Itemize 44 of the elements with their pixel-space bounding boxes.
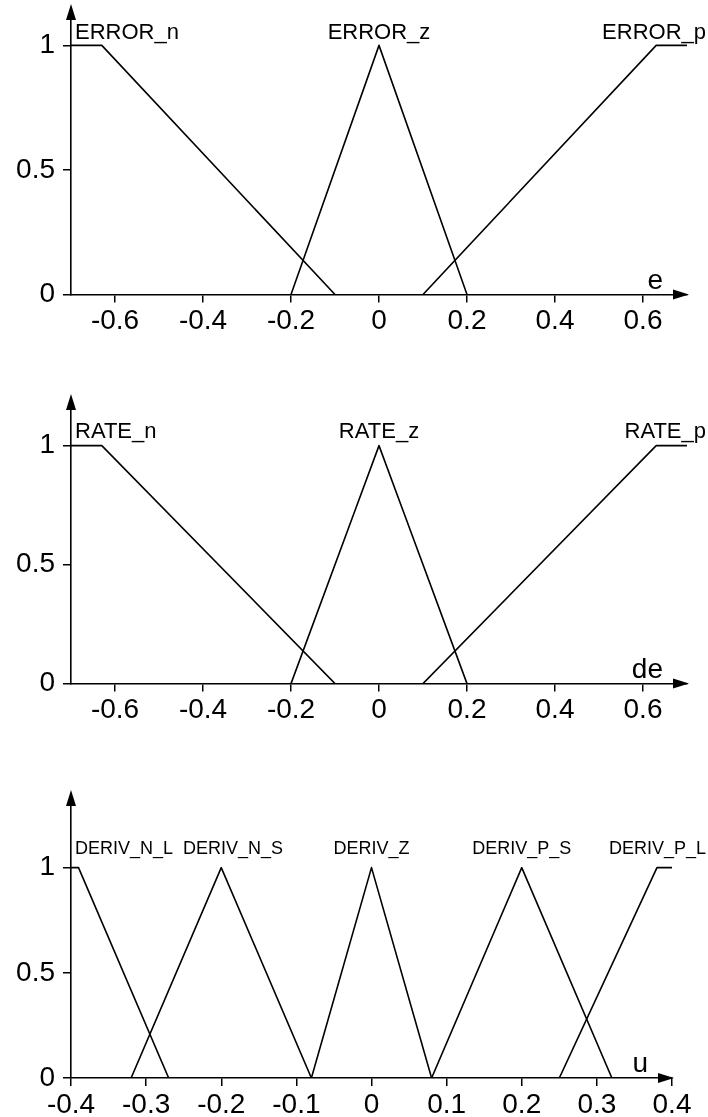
- x-tick-label: 0.3: [577, 1087, 617, 1117]
- x-tick-label: 0: [371, 693, 387, 725]
- legend-label: ERROR_n: [75, 19, 179, 45]
- x-tick-label: -0.2: [197, 1087, 246, 1117]
- x-tick-label: -0.4: [178, 304, 228, 336]
- x-tick-label: 0.2: [502, 1087, 542, 1117]
- x-tick-label: 0.1: [427, 1087, 467, 1117]
- x-tick-label: -0.1: [272, 1087, 321, 1117]
- x-tick-label: 0.6: [623, 304, 663, 336]
- series-label: DERIV_P_S: [472, 837, 572, 859]
- x-tick-label: 0.4: [535, 304, 575, 336]
- series-label: DERIV_Z: [333, 837, 410, 859]
- x-tick-label: -0.3: [122, 1087, 171, 1117]
- series-label: RATE_p: [624, 417, 706, 443]
- x-tick-label: 0: [363, 1087, 380, 1117]
- y-tick-label: 1: [39, 850, 55, 882]
- series-label: DERIV_N_L: [75, 837, 174, 859]
- x-tick-label: 0.4: [535, 693, 575, 725]
- series-label: DERIV_P_L: [608, 837, 707, 859]
- x-tick-label: -0.4: [178, 693, 228, 725]
- series-label: ERROR_p: [602, 19, 706, 45]
- y-tick-label: 0: [39, 277, 55, 309]
- x-tick-label: 0.4: [652, 1087, 692, 1117]
- y-tick-label: 0: [39, 666, 55, 698]
- legend-label: RATE_n: [75, 417, 157, 443]
- x-tick-label: 0.2: [447, 304, 487, 336]
- x-tick-label: 0.2: [447, 693, 487, 725]
- x-tick-label: -0.6: [90, 304, 140, 336]
- x-tick-label: -0.6: [90, 693, 140, 725]
- x-axis-title: u: [632, 1047, 648, 1078]
- series-label: DERIV_N_S: [183, 837, 284, 859]
- y-tick-label: 0.5: [16, 152, 55, 184]
- series-label: RATE_z: [338, 417, 420, 443]
- y-tick-label: 0.5: [16, 547, 55, 579]
- x-axis-title: e: [647, 263, 663, 295]
- x-tick-label: -0.2: [266, 304, 316, 336]
- x-tick-label: 0.6: [623, 693, 663, 725]
- y-tick-label: 0.5: [16, 955, 55, 987]
- x-tick-label: 0: [371, 304, 387, 336]
- y-tick-label: 1: [39, 28, 55, 60]
- x-tick-label: -0.2: [266, 693, 316, 725]
- y-tick-label: 1: [39, 428, 55, 460]
- series-label: ERROR_z: [327, 19, 431, 45]
- x-axis-title: de: [631, 652, 663, 684]
